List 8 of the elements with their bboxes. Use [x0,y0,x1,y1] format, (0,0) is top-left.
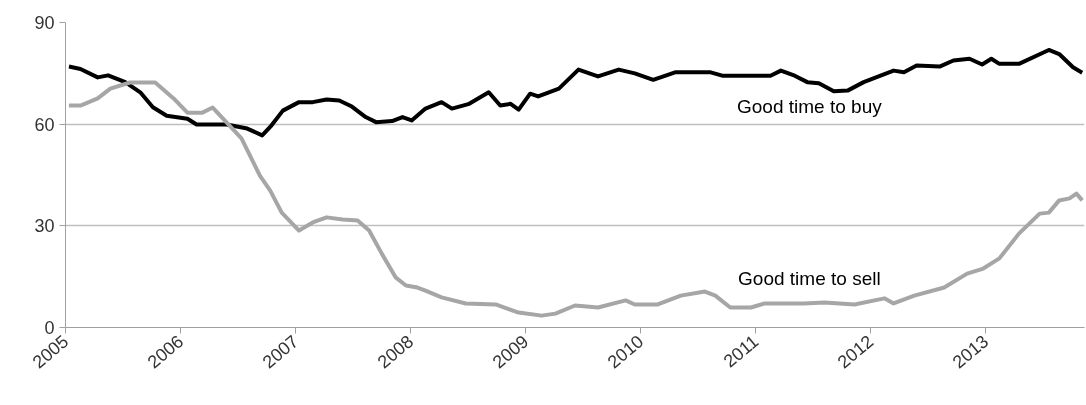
y-tick-label: 90 [34,13,55,33]
series-label: Good time to buy [737,96,883,118]
y-tick-label: 30 [34,216,55,237]
line-series [66,80,1085,318]
series-label: Good time to sell [738,268,881,290]
y-tick-label: 0 [44,318,55,338]
line-series [66,47,1085,138]
y-tick-label: 60 [34,114,55,135]
